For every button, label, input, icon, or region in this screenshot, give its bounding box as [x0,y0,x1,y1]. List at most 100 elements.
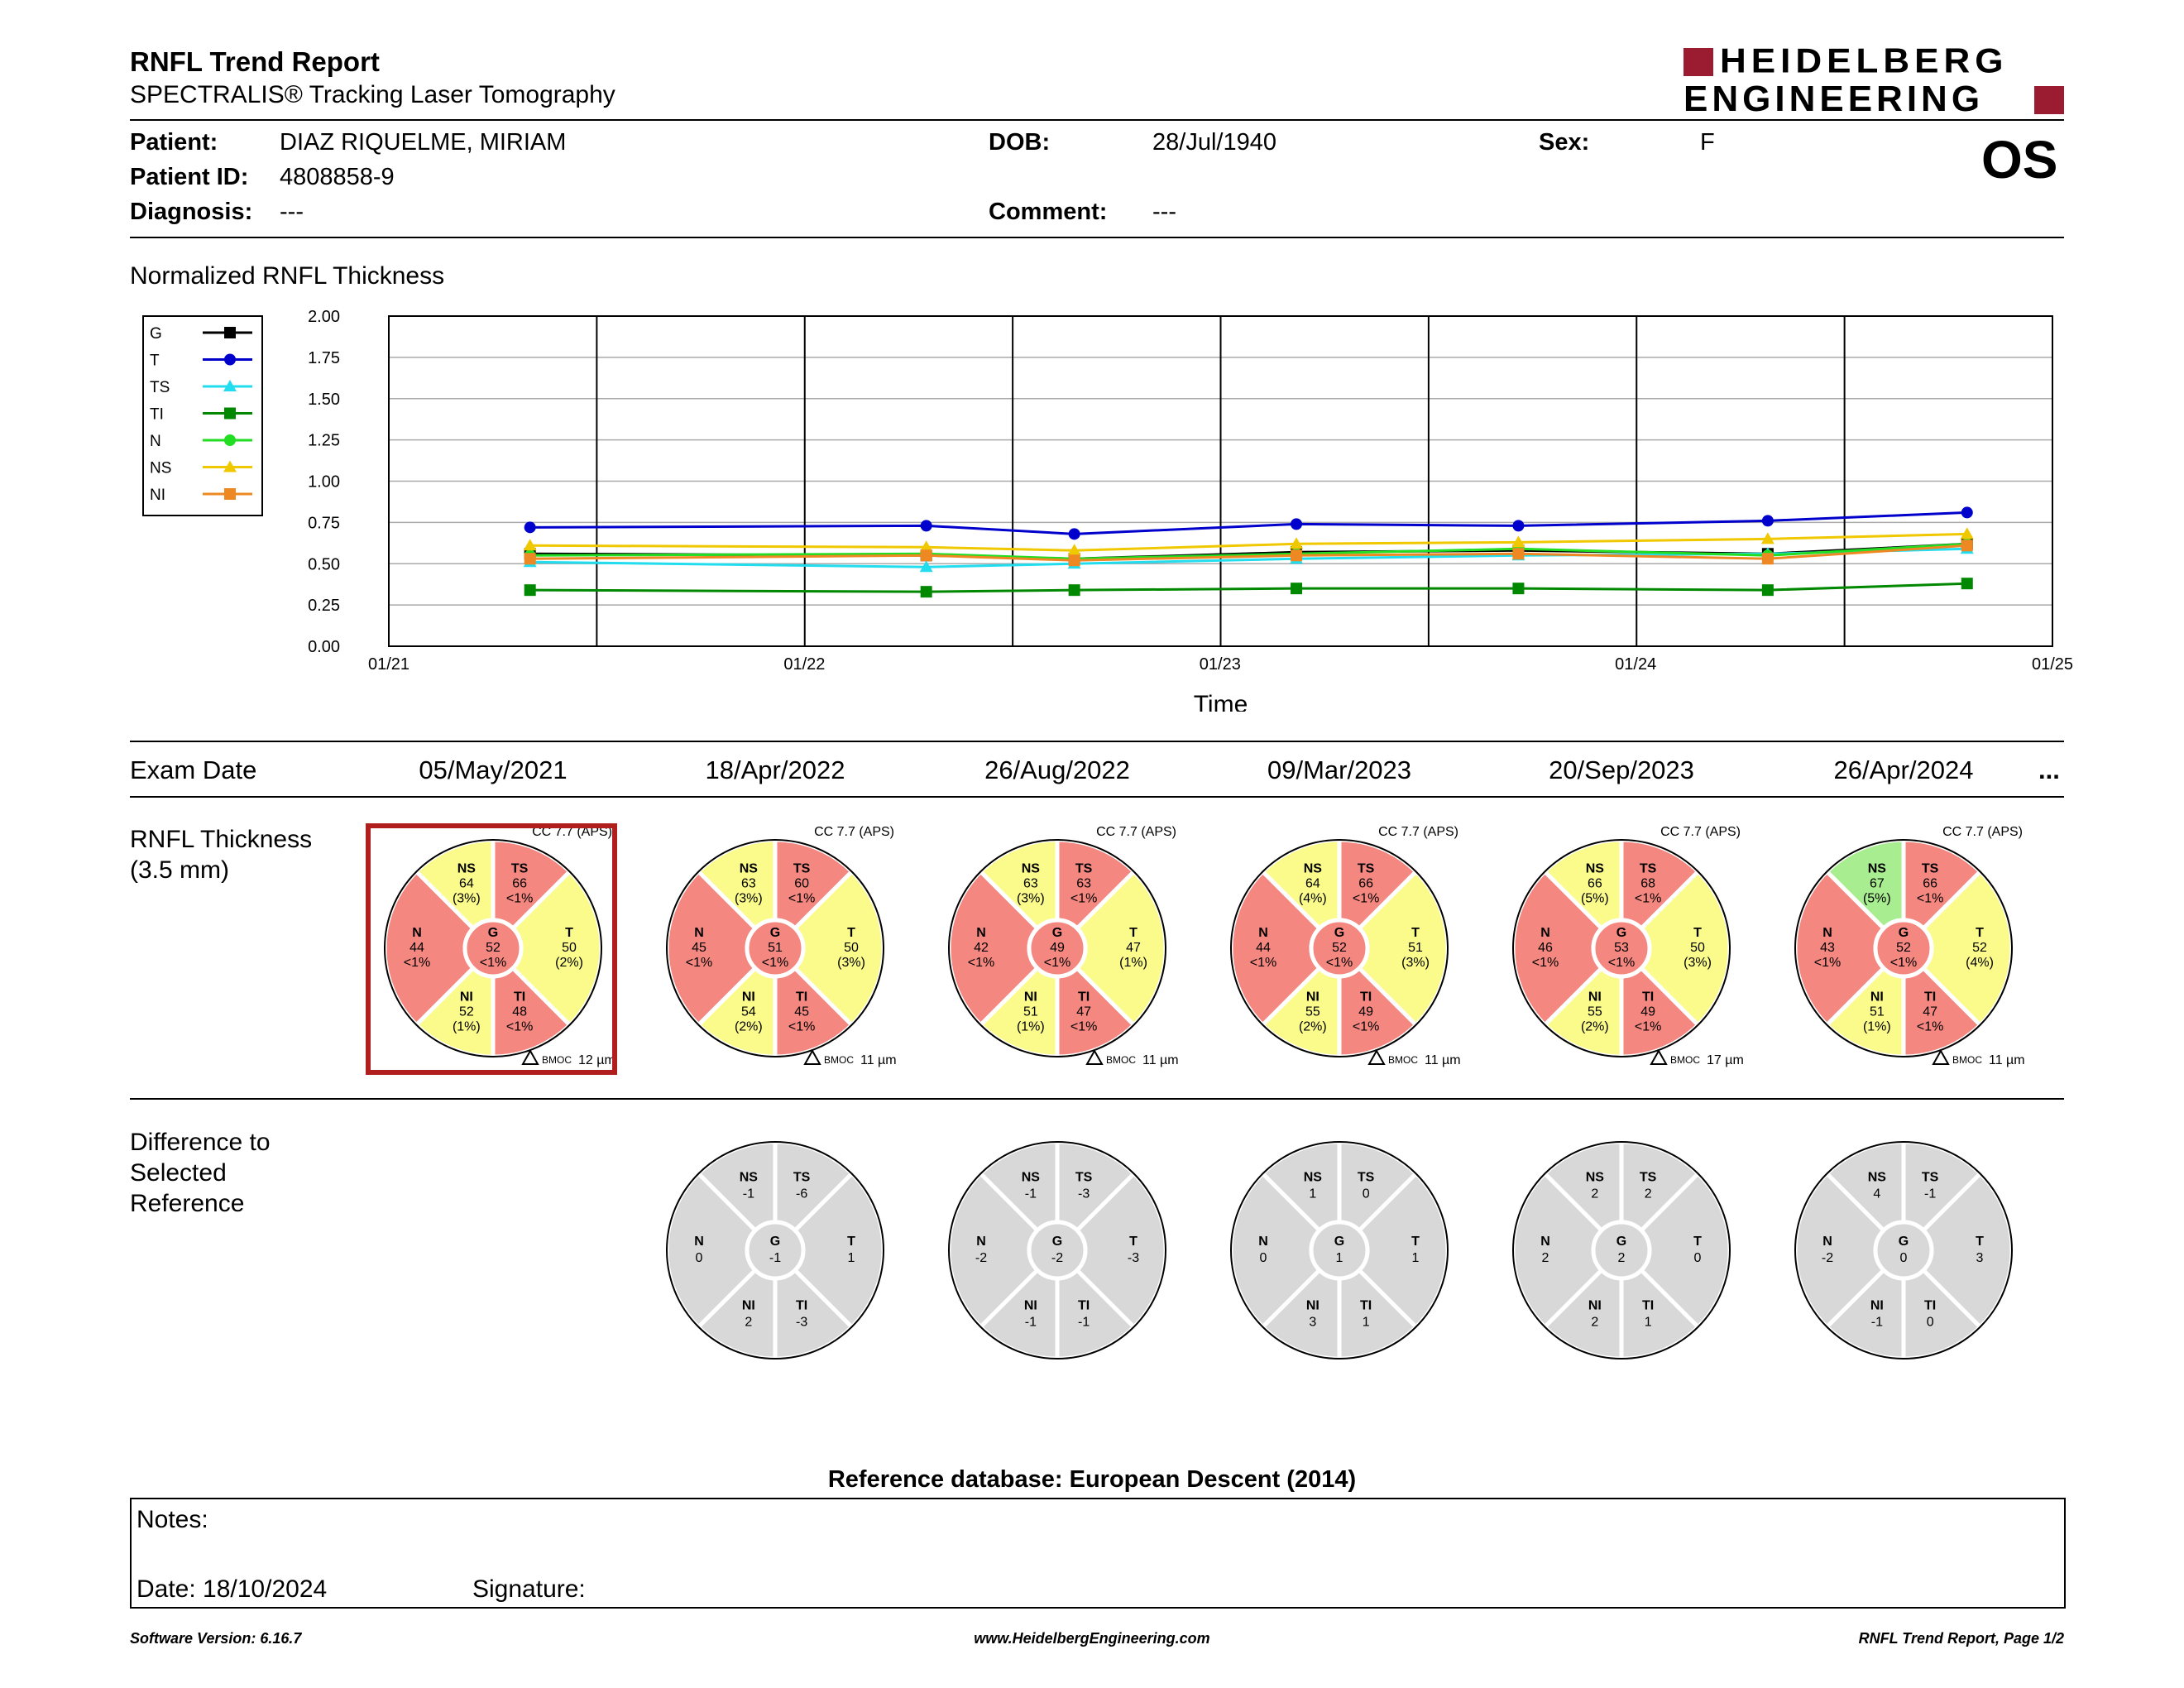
sector-name: NS [1304,861,1323,875]
sector-label-ni: NI -1 [1024,1299,1037,1330]
sector-percentile: <1% [686,956,712,970]
sector-thickness: 51 [1870,1005,1885,1019]
sector-thickness: 44 [410,941,424,955]
difference-row: TS-6NS-1N0NI2TI-3T1G-1TS-3NS-1N-2NI-1TI-… [664,1139,2014,1361]
exam-date-2[interactable]: 26/Aug/2022 [984,755,1130,784]
chart-legend: GT TS TI N NS NI [142,315,263,516]
exam-date-5[interactable]: 26/Apr/2024 [1833,755,1974,784]
sector-percentile: <1% [1353,891,1379,905]
sector-name: T [1976,1235,1984,1249]
sector-label-ni: NI 3 [1306,1299,1320,1330]
sector-name: T [1693,926,1702,940]
bmoc-label: BMOC [824,1054,854,1066]
bmoc-value: 12 µm [578,1053,615,1067]
series-line [529,511,1967,535]
sector-percentile: <1% [788,1020,815,1034]
sector-percentile: <1% [788,891,815,905]
website-link[interactable]: www.HeidelbergEngineering.com [974,1630,1210,1647]
sector-label-ts: TS 0 [1358,1170,1375,1201]
patient-id: 4808858-9 [280,164,395,190]
sector-name: N [694,926,704,940]
data-point [1512,583,1525,595]
data-point [919,560,933,573]
sector-name: TS [1640,1170,1657,1184]
sector-name: NS [457,861,477,875]
sector-percentile: <1% [404,956,430,970]
exam-date-0[interactable]: 05/May/2021 [419,755,568,784]
x-tick-label: 01/25 [2032,655,2073,674]
sector-thickness: 66 [1588,876,1602,890]
sector-difference: 2 [1542,1251,1549,1265]
sector-name: T [1976,926,1984,940]
sector-name: N [1540,1235,1550,1249]
sector-difference: -3 [1078,1187,1090,1201]
exam-date-1[interactable]: 18/Apr/2022 [705,755,845,784]
sector-name: TS [1075,861,1093,875]
comment-label: Comment: [989,199,1108,225]
circle-outline [1230,1141,1449,1360]
sector-label-n: N0 [694,1235,704,1265]
sector-name: G [1899,926,1909,940]
exam-date-4[interactable]: 20/Sep/2023 [1549,755,1694,784]
sector-label-n: N46<1% [1532,926,1559,970]
sector-name: TI [1924,990,1936,1005]
sector-difference: -2 [975,1251,987,1265]
sector-thickness: 67 [1870,876,1885,890]
sector-label-ts: TS 2 [1640,1170,1657,1201]
logo-square-bottom [2034,86,2064,114]
sector-percentile: (2%) [1581,1020,1609,1034]
cc-label: CC 7.7 (APS) [1942,825,2023,839]
sector-thickness: 52 [1332,941,1347,955]
sector-label-t: T1 [847,1235,855,1265]
bmoc-label: BMOC [1670,1054,1700,1066]
exam-date-3[interactable]: 09/Mar/2023 [1267,755,1412,784]
sector-name: N [412,926,422,940]
notes-box[interactable]: Notes: Date: 18/10/2024 Signature: [130,1498,2066,1609]
sector-label-t: T50(2%) [555,926,583,970]
sector-name: N [1258,926,1268,940]
sector-name: NI [1024,990,1037,1005]
sector-label-n: N44<1% [404,926,430,970]
sector-label-ts: TS -1 [1922,1170,1939,1201]
sector-name: TI [1642,990,1654,1005]
x-tick-label: 01/21 [368,655,410,674]
report-title: RNFL Trend Report [130,46,380,77]
patient-name: DIAZ RIQUELME, MIRIAM [280,129,567,156]
data-point [1068,584,1080,597]
sector-name: NS [1868,1170,1887,1184]
sector-label-g: G49<1% [1044,926,1070,970]
sector-percentile: <1% [506,891,533,905]
x-tick-label: 01/22 [783,655,825,674]
data-point [1291,518,1303,530]
sector-label-ti: TI -1 [1078,1299,1090,1330]
sector-label-ni: NI 2 [1588,1299,1602,1330]
more-exams-indicator[interactable]: ... [2038,755,2060,784]
sector-difference: 1 [1412,1251,1420,1265]
data-point [1961,506,1973,519]
delta-icon [1085,1048,1104,1065]
cc-label: CC 7.7 (APS) [814,825,894,839]
sector-label-g: G52<1% [1326,926,1353,970]
sector-label-ni: NI -1 [1870,1299,1884,1330]
bmoc-label: BMOC [1106,1054,1136,1066]
patient-id-label: Patient ID: [130,164,249,190]
sector-thickness: 55 [1305,1005,1320,1019]
cc-label: CC 7.7 (APS) [1378,825,1458,839]
sector-difference: -1 [1871,1316,1883,1330]
circle-outline [948,839,1166,1057]
sector-name: N [1540,926,1550,940]
sector-percentile: (5%) [1581,891,1609,905]
sector-difference: 2 [1645,1187,1652,1201]
rnfl-thickness-label: RNFL Thickness (3.5 mm) [130,824,312,885]
logo-text-line1: HEIDELBERG [1720,41,2009,80]
sector-name: NS [740,1170,759,1184]
sector-name: T [1129,1235,1138,1249]
sector-thickness: 54 [741,1005,756,1019]
sector-percentile: <1% [1070,1020,1097,1034]
sector-percentile: (3%) [453,891,481,905]
sector-name: G [770,926,780,940]
